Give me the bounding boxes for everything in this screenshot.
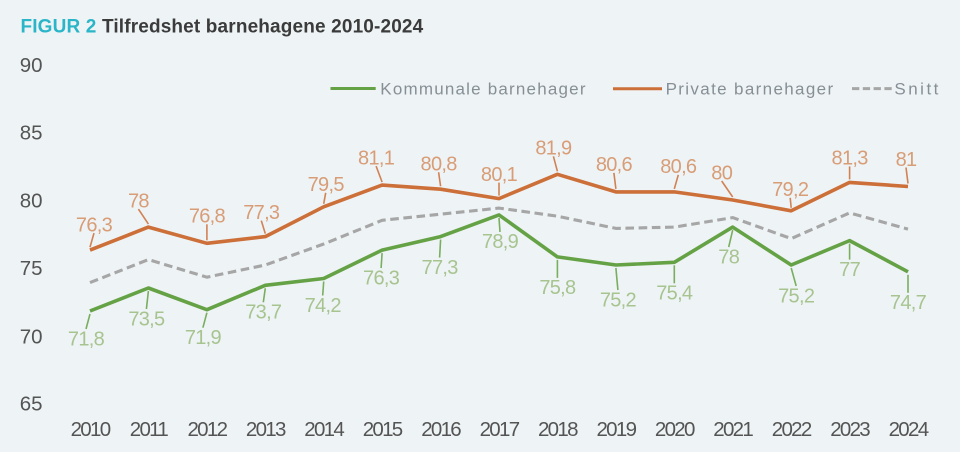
svg-text:76,3: 76,3: [76, 214, 113, 236]
svg-text:78,9: 78,9: [482, 231, 519, 253]
svg-text:81,1: 81,1: [358, 147, 395, 169]
svg-text:2015: 2015: [363, 418, 403, 441]
svg-text:78: 78: [128, 190, 149, 212]
svg-text:Snitt: Snitt: [894, 80, 941, 99]
svg-text:2023: 2023: [830, 418, 870, 441]
svg-text:76,8: 76,8: [189, 206, 226, 228]
svg-text:80,6: 80,6: [596, 154, 633, 176]
svg-text:79,5: 79,5: [308, 174, 345, 196]
svg-text:85: 85: [20, 122, 43, 145]
svg-text:78: 78: [718, 246, 739, 268]
svg-text:2016: 2016: [421, 418, 461, 441]
svg-text:80: 80: [711, 162, 732, 184]
svg-text:81,3: 81,3: [832, 148, 869, 170]
svg-text:81,9: 81,9: [535, 138, 572, 160]
svg-text:74,2: 74,2: [305, 295, 342, 317]
svg-text:Kommunale barnehager: Kommunale barnehager: [380, 80, 586, 99]
svg-text:77,3: 77,3: [422, 257, 459, 279]
svg-text:73,7: 73,7: [245, 302, 282, 324]
svg-text:77,3: 77,3: [243, 202, 280, 224]
svg-text:Private barnehager: Private barnehager: [666, 80, 835, 99]
svg-text:2020: 2020: [655, 418, 695, 441]
svg-text:2011: 2011: [130, 418, 169, 441]
svg-text:75,2: 75,2: [778, 285, 815, 307]
svg-text:65: 65: [20, 393, 43, 416]
svg-text:81: 81: [896, 149, 917, 171]
svg-text:2022: 2022: [772, 418, 812, 441]
svg-text:2024: 2024: [889, 418, 929, 441]
svg-text:71,8: 71,8: [68, 328, 105, 350]
svg-text:2018: 2018: [538, 418, 578, 441]
svg-text:79,2: 79,2: [772, 179, 809, 201]
svg-text:73,5: 73,5: [128, 308, 165, 330]
svg-text:75,4: 75,4: [656, 283, 693, 305]
svg-text:90: 90: [20, 54, 43, 77]
svg-text:FIGUR 2 Tilfredshet barnehagen: FIGUR 2 Tilfredshet barnehagene 2010-202…: [21, 17, 424, 38]
svg-text:80: 80: [20, 190, 43, 213]
svg-text:2010: 2010: [71, 418, 111, 441]
svg-text:80,1: 80,1: [481, 164, 518, 186]
svg-text:74,7: 74,7: [890, 292, 927, 314]
svg-text:80,8: 80,8: [421, 154, 458, 176]
svg-text:80,6: 80,6: [660, 156, 697, 178]
svg-text:76,3: 76,3: [363, 267, 400, 289]
svg-text:2017: 2017: [480, 418, 520, 441]
svg-text:75,2: 75,2: [600, 289, 637, 311]
svg-text:77: 77: [839, 259, 860, 281]
svg-text:75: 75: [20, 257, 43, 280]
svg-text:2019: 2019: [596, 418, 636, 441]
svg-text:2014: 2014: [304, 418, 344, 441]
svg-text:2013: 2013: [246, 418, 286, 441]
svg-text:71,9: 71,9: [185, 327, 222, 349]
svg-text:2012: 2012: [187, 418, 227, 441]
svg-text:75,8: 75,8: [539, 277, 576, 299]
svg-text:2021: 2021: [713, 418, 753, 441]
svg-text:70: 70: [20, 326, 43, 349]
